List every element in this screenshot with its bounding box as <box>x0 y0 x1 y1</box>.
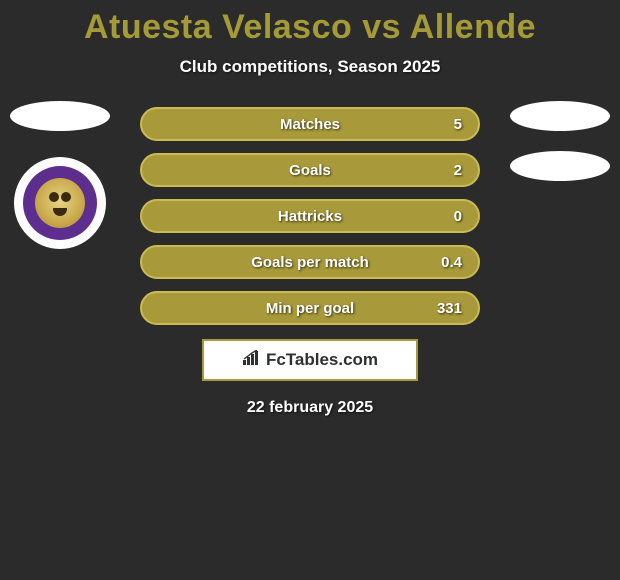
stat-value: 0 <box>454 208 462 225</box>
brand-text: FcTables.com <box>266 350 378 370</box>
subtitle: Club competitions, Season 2025 <box>0 57 620 77</box>
stat-bar-hattricks: Hattricks 0 <box>140 199 480 233</box>
player-right-photo-placeholder-1 <box>510 101 610 131</box>
date-label: 22 february 2025 <box>0 399 620 417</box>
stat-label: Min per goal <box>266 300 354 317</box>
stat-value: 331 <box>437 300 462 317</box>
stat-value: 0.4 <box>441 254 462 271</box>
club-badge-ring <box>23 166 97 240</box>
stat-bar-goals: Goals 2 <box>140 153 480 187</box>
club-badge <box>14 157 106 249</box>
stat-label: Matches <box>280 116 340 133</box>
club-badge-lion-icon <box>35 178 85 228</box>
stat-label: Goals <box>289 162 331 179</box>
comparison-panel: Matches 5 Goals 2 Hattricks 0 Goals per match 0… <box>0 107 620 417</box>
bar-chart-icon <box>242 350 262 371</box>
page-title: Atuesta Velasco vs Allende <box>0 0 620 47</box>
stat-bars: Matches 5 Goals 2 Hattricks 0 Goals per match 0… <box>140 107 480 325</box>
stat-value: 5 <box>454 116 462 133</box>
brand-label: FcTables.com <box>242 350 378 371</box>
stat-label: Goals per match <box>251 254 369 271</box>
stat-label: Hattricks <box>278 208 342 225</box>
brand-box: FcTables.com <box>202 339 418 381</box>
stat-bar-goals-per-match: Goals per match 0.4 <box>140 245 480 279</box>
stat-bar-min-per-goal: Min per goal 331 <box>140 291 480 325</box>
player-left-photo-placeholder <box>10 101 110 131</box>
player-right-photo-placeholder-2 <box>510 151 610 181</box>
stat-bar-matches: Matches 5 <box>140 107 480 141</box>
stat-value: 2 <box>454 162 462 179</box>
